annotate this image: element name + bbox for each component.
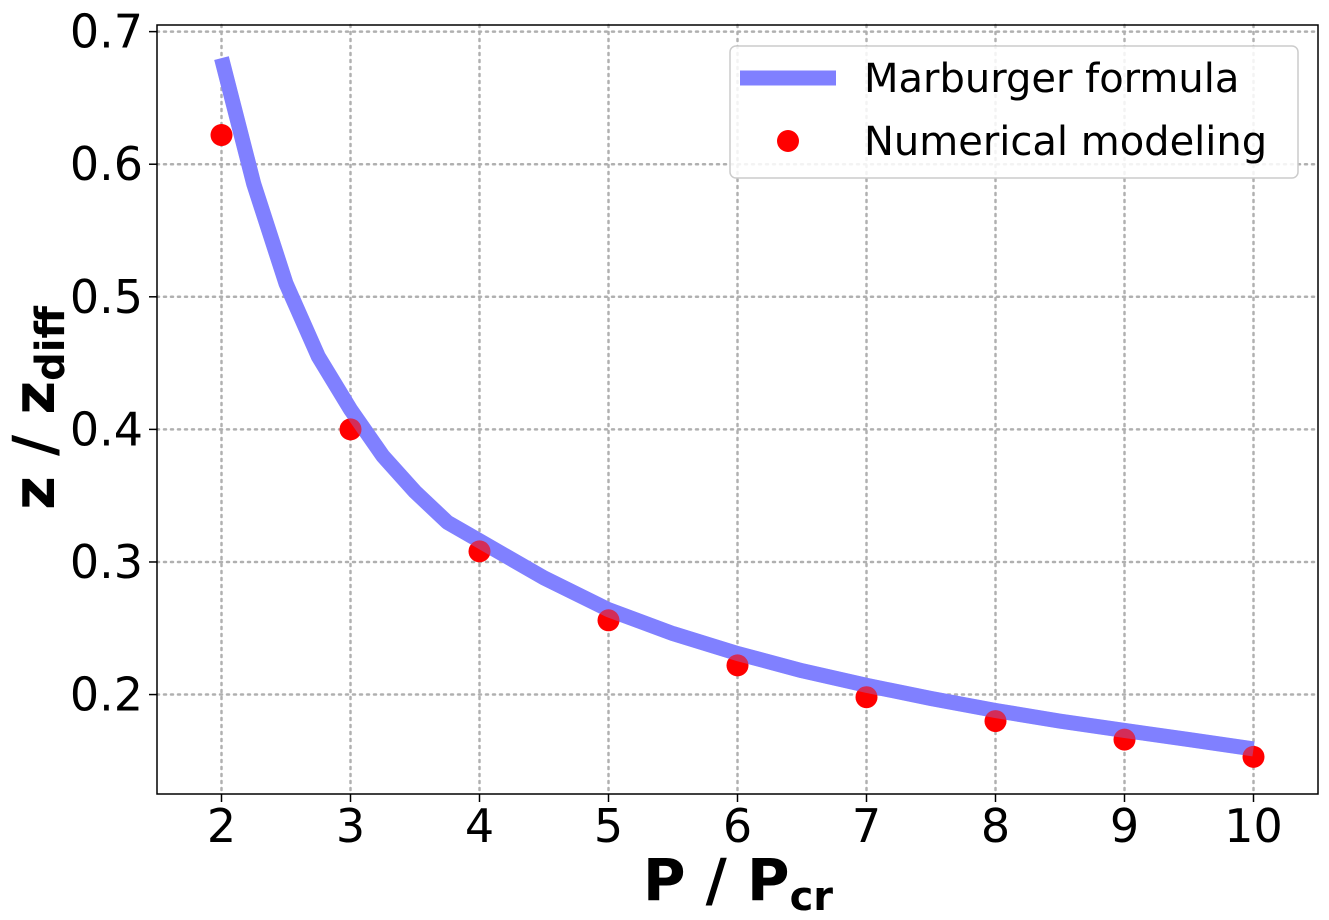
- x-tick-label: 4: [465, 799, 494, 853]
- x-tick-label: 8: [981, 799, 1010, 853]
- legend: Marburger formula Numerical modeling: [729, 45, 1299, 179]
- legend-box: [729, 45, 1299, 179]
- x-axis-label-main: P / P: [643, 846, 790, 914]
- x-tick-label: 9: [1110, 799, 1139, 853]
- y-tick-label: 0.3: [70, 535, 143, 589]
- y-tick-label: 0.6: [70, 137, 143, 191]
- x-tick-label: 2: [207, 799, 236, 853]
- y-axis-label: z / zdiff: [0, 305, 74, 509]
- data-point-numerical-modeling: [1242, 745, 1265, 768]
- x-tick-label: 10: [1224, 799, 1283, 853]
- y-tick-label: 0.7: [70, 5, 143, 59]
- x-tick-label: 6: [723, 799, 752, 853]
- x-axis: 2 3 4 5 6 7 8 9 10: [207, 794, 1283, 853]
- y-axis-label-subscript: diff: [28, 305, 74, 380]
- x-tick-label: 3: [336, 799, 365, 853]
- data-point-numerical-modeling: [468, 540, 491, 563]
- x-axis-label-subscript: cr: [790, 874, 834, 920]
- y-axis-label-main: z / z: [0, 381, 68, 510]
- y-tick-label: 0.5: [70, 270, 143, 324]
- legend-label-marburger: Marburger formula: [864, 56, 1239, 102]
- data-point-numerical-modeling: [984, 710, 1007, 733]
- x-tick-label: 7: [852, 799, 881, 853]
- y-tick-label: 0.4: [70, 402, 143, 456]
- series-line-overlay: [214, 56, 1255, 757]
- data-point-numerical-modeling: [210, 124, 233, 147]
- legend-marker-swatch: [777, 130, 799, 152]
- data-point-numerical-modeling: [855, 686, 878, 709]
- legend-label-numerical: Numerical modeling: [864, 119, 1267, 165]
- y-tick-label: 0.2: [70, 668, 143, 722]
- x-tick-label: 5: [594, 799, 623, 853]
- data-point-numerical-modeling: [1113, 728, 1136, 751]
- data-point-numerical-modeling: [726, 654, 749, 677]
- data-point-numerical-modeling: [339, 418, 362, 441]
- plot-area: [210, 56, 1265, 768]
- y-axis: 0.2 0.3 0.4 0.5 0.6 0.7: [70, 5, 157, 722]
- data-point-numerical-modeling: [597, 609, 620, 632]
- x-axis-label: P / Pcr: [643, 846, 833, 920]
